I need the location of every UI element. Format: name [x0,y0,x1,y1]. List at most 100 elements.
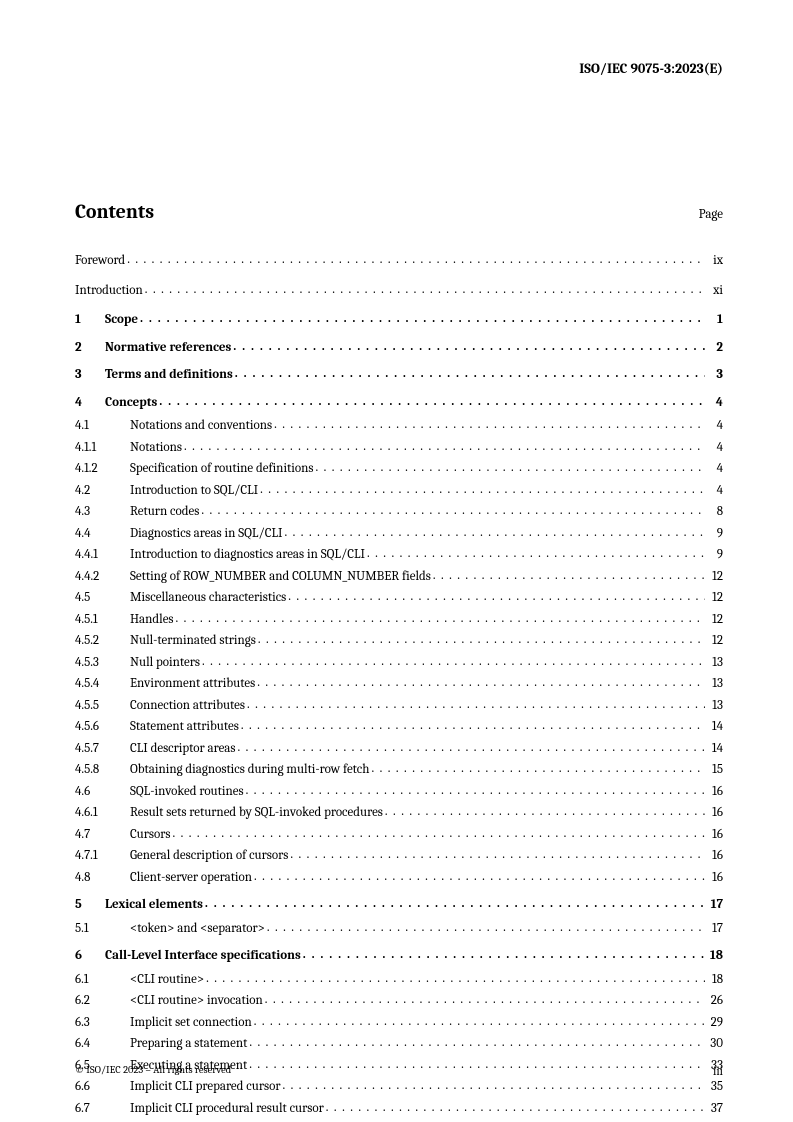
toc-entry-number: 4.2 [75,481,130,501]
toc-entry-title: Introduction [75,281,143,301]
toc-entry-title: Environment attributes [130,674,255,694]
toc-entry-number: 4.5.1 [75,610,130,630]
table-of-contents: Foreword ix Introduction xi 1 Scope 12 Normativ… [75,251,723,1118]
toc-entry-page: 16 [705,782,723,802]
toc-entry-leader [138,309,705,329]
toc-entry-page: 18 [705,970,723,990]
toc-entry: 6.2<CLI routine> invocation26 [75,991,723,1011]
toc-entry-number: 4.6 [75,782,130,802]
toc-entry: 2Normative references2 [75,338,723,358]
toc-entry: 3Terms and definitions3 [75,365,723,385]
toc-entry: 4.5.2Null-terminated strings12 [75,631,723,651]
toc-entry-leader [236,738,705,758]
toc-entry-title: Introduction to SQL/CLI [130,481,258,501]
toc-entry: 4.5.7CLI descriptor areas14 [75,739,723,759]
toc-entry-number: 6.7 [75,1099,130,1119]
toc-entry-leader [255,673,705,693]
toc-entry-title: Specification of routine definitions [130,459,313,479]
toc-entry-number: 4.4 [75,524,130,544]
footer-page-number: iii [713,1064,723,1078]
toc-entry-leader [301,945,705,965]
toc-entry-page: 26 [705,991,723,1011]
page: ISO/IEC 9075-3:2023(E) Contents Page For… [0,0,793,1122]
toc-entry-leader [272,415,705,435]
toc-entry-title: Statement attributes [130,717,239,737]
toc-entry-number: 2 [75,338,105,358]
toc-entry: 4.5.4Environment attributes13 [75,674,723,694]
toc-entry: 6Call-Level Interface specifications18 [75,946,723,966]
toc-entry-title: SQL-invoked routines [130,782,244,802]
toc-entry-title: Normative references [105,338,231,358]
toc-entry-leader [313,458,705,478]
toc-entry-page: 12 [705,631,723,651]
toc-entry-title: Terms and definitions [105,365,233,385]
toc-entry-leader [170,824,705,844]
page-column-label: Page [699,207,723,222]
toc-entry-leader [245,695,705,715]
toc-entry: 1Scope1 [75,310,723,330]
toc-entry-leader [431,566,705,586]
toc-entry: 4.5.5Connection attributes13 [75,696,723,716]
toc-entry-page: 2 [705,338,723,358]
toc-entry-number: 4.5.3 [75,653,130,673]
toc-entry-number: 6.1 [75,970,130,990]
toc-entry-title: Call-Level Interface specifications [105,946,301,966]
toc-entry-page: 29 [705,1013,723,1033]
toc-entry-title: Scope [105,310,138,330]
toc-entry-page: 3 [705,365,723,385]
toc-entry-title: Client-server operation [130,868,252,888]
toc-entry-title: Implicit CLI procedural result cursor [130,1099,324,1119]
toc-entry-title: Lexical elements [105,895,203,915]
toc-entry: 6.1<CLI routine>18 [75,970,723,990]
toc-entry-page: 14 [705,717,723,737]
toc-entry-leader [157,392,705,412]
toc-entry-page: ix [705,251,723,271]
toc-entry-number: 4.3 [75,502,130,522]
toc-entry-title: Cursors [130,825,170,845]
toc-entry-leader [239,716,705,736]
toc-entry-number: 4.5.2 [75,631,130,651]
toc-entry-page: 30 [705,1034,723,1054]
toc-entry-page: 17 [705,895,723,915]
toc-entry: Foreword ix [75,251,723,271]
toc-entry-page: 12 [705,610,723,630]
toc-entry-number: 4.7 [75,825,130,845]
toc-entry-leader [263,990,705,1010]
footer: © ISO/IEC 2023 – All rights reserved iii [75,1064,723,1078]
toc-entry-title: Miscellaneous characteristics [130,588,286,608]
toc-entry: 4.6.1Result sets returned by SQL-invoked… [75,803,723,823]
toc-entry: 5Lexical elements 17 [75,895,723,915]
toc-entry-number: 5.1 [75,919,130,939]
toc-entry: 4.1.1Notations4 [75,438,723,458]
toc-entry: 4Concepts4 [75,393,723,413]
toc-entry-page: 14 [705,739,723,759]
toc-entry-number: 4.6.1 [75,803,130,823]
toc-entry-leader [365,544,705,564]
toc-entry-title: Implicit CLI prepared cursor [130,1077,280,1097]
toc-entry: 4.5.3Null pointers13 [75,653,723,673]
toc-entry-page: 13 [705,653,723,673]
toc-entry-title: General description of cursors [130,846,288,866]
toc-entry-title: Return codes [130,502,199,522]
toc-entry-leader [283,523,705,543]
toc-entry-page: xi [705,281,723,301]
toc-entry-title: Notations and conventions [130,416,272,436]
toc-entry-title: Connection attributes [130,696,245,716]
toc-entry: 4.1.2Specification of routine definition… [75,459,723,479]
toc-entry-page: 4 [705,481,723,501]
toc-entry-leader [256,630,705,650]
toc-entry-number: 5 [75,895,105,915]
toc-entry-page: 12 [705,588,723,608]
toc-entry-leader [143,280,705,300]
toc-entry-leader [286,587,705,607]
toc-entry-page: 12 [705,567,723,587]
toc-entry-title: Foreword [75,251,125,271]
toc-entry: 5.1<token> and <separator>17 [75,919,723,939]
toc-entry: 4.5Miscellaneous characteristics12 [75,588,723,608]
toc-entry-page: 15 [705,760,723,780]
toc-entry: 6.7Implicit CLI procedural result cursor… [75,1099,723,1119]
toc-entry-page: 1 [705,310,723,330]
toc-entry-leader [174,609,705,629]
toc-entry-page: 16 [705,803,723,823]
toc-entry-number: 4.4.1 [75,545,130,565]
